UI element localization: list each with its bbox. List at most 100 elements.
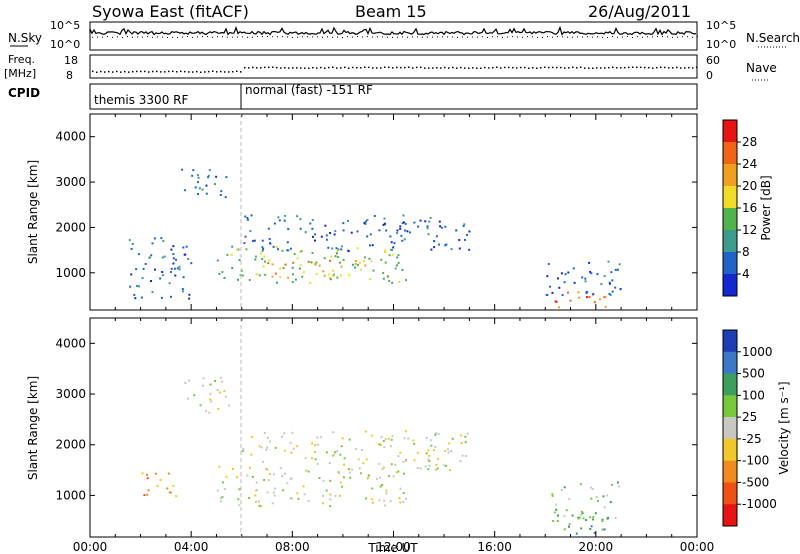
echo-cell xyxy=(464,441,467,444)
freq-dot xyxy=(280,67,282,69)
x-tick-label: 16:00 xyxy=(477,540,512,554)
colorbar-cell xyxy=(723,417,737,440)
freq-dot xyxy=(628,66,630,69)
echo-cell xyxy=(413,442,416,445)
echo-cell xyxy=(144,263,147,265)
echo-cell xyxy=(357,458,360,461)
echo-cell xyxy=(555,508,558,511)
freq-dot xyxy=(664,66,666,69)
freq-dot xyxy=(176,71,178,73)
station-title: Syowa East (fitACF) xyxy=(92,2,249,21)
echo-cell xyxy=(466,233,468,236)
echo-cell xyxy=(221,271,224,273)
nsearch-dot xyxy=(227,36,228,38)
echo-cell xyxy=(334,494,337,497)
echo-cell xyxy=(329,505,332,508)
echo-cell xyxy=(397,262,400,264)
x-tick-label: 08:00 xyxy=(275,540,310,554)
nsearch-dot xyxy=(207,36,208,38)
echo-cell xyxy=(594,512,597,515)
echo-cell xyxy=(436,467,439,470)
echo-cell xyxy=(588,261,591,264)
freq-dot xyxy=(672,67,674,69)
echo-cell xyxy=(273,494,276,497)
nsearch-dot xyxy=(307,36,308,38)
power-colorbar-ticks: 4 8 12 16 20 24 28 xyxy=(737,135,757,281)
nsearch-dot xyxy=(137,36,138,38)
echo-cell xyxy=(279,267,282,270)
echo-cell xyxy=(585,519,588,521)
echo-cell xyxy=(325,234,328,237)
echo-cell xyxy=(363,256,366,259)
freq-dot xyxy=(240,71,242,73)
freq-dot xyxy=(536,67,538,69)
echo-cell xyxy=(347,468,350,471)
x-axis-label: Time UT xyxy=(367,541,418,554)
echo-cell xyxy=(430,248,433,251)
echo-cell xyxy=(429,439,432,442)
echo-cell xyxy=(258,274,261,277)
echo-cell xyxy=(329,259,332,262)
nsearch-dot xyxy=(212,36,213,38)
echo-cell xyxy=(269,473,271,476)
echo-cell xyxy=(320,235,323,238)
echo-cell xyxy=(261,239,264,242)
echo-cell xyxy=(296,492,299,495)
nave-tick-bottom: 0 xyxy=(706,69,713,82)
freq-dot xyxy=(688,66,690,69)
echo-cell xyxy=(172,253,175,255)
echo-cell xyxy=(609,294,612,297)
echo-cell xyxy=(546,275,549,278)
echo-cell xyxy=(156,484,159,487)
echo-cell xyxy=(202,377,205,380)
freq-dot xyxy=(236,70,238,72)
echo-cell xyxy=(593,532,596,535)
freq-dot xyxy=(532,67,534,69)
nsearch-dot xyxy=(457,36,458,38)
echo-cell xyxy=(329,479,332,482)
echo-cell xyxy=(170,267,173,270)
echo-cell xyxy=(464,238,466,241)
echo-cell xyxy=(461,454,464,457)
power-x-ticks xyxy=(89,114,698,310)
echo-cell xyxy=(448,442,451,445)
echo-cell xyxy=(135,268,138,271)
noise-right-tick-bottom: 10^0 xyxy=(706,38,736,51)
echo-cell xyxy=(370,260,373,263)
freq-dot xyxy=(424,67,426,69)
freq-dot xyxy=(604,67,606,69)
colorbar-tick-label: 28 xyxy=(742,135,757,149)
echo-cell xyxy=(146,473,148,476)
echo-cell xyxy=(563,515,566,518)
freq-dot xyxy=(684,67,686,69)
echo-cell xyxy=(370,498,373,501)
freq-dot xyxy=(104,71,106,73)
nsearch-dot xyxy=(472,36,473,38)
colorbar-cell xyxy=(723,351,737,375)
nsearch-dot xyxy=(112,36,113,38)
echo-cell xyxy=(294,278,297,281)
echo-cell xyxy=(367,476,370,479)
echo-cell xyxy=(412,439,415,442)
echo-cell xyxy=(262,460,264,463)
velocity-panel: 1000 2000 3000 4000 00:00 04:00 08:00 12:00 16:… xyxy=(26,317,714,554)
echo-cell xyxy=(388,280,391,282)
echo-cell xyxy=(555,503,558,506)
echo-cell xyxy=(238,488,241,491)
freq-dot xyxy=(656,66,658,69)
colorbar-cell xyxy=(723,142,737,165)
echo-cell xyxy=(236,248,239,251)
echo-cell xyxy=(391,435,394,438)
colorbar-cell xyxy=(723,164,737,187)
power-colorbar-label: Power [dB] xyxy=(759,175,773,240)
echo-cluster xyxy=(545,260,622,297)
echo-cell xyxy=(440,226,443,229)
echo-cell xyxy=(424,220,427,223)
echo-cell xyxy=(553,511,556,514)
x-tick-label: 20:00 xyxy=(579,540,614,554)
echo-cell xyxy=(254,255,257,258)
x-tick-label: 04:00 xyxy=(174,540,209,554)
echo-cell xyxy=(335,247,338,250)
echo-cell xyxy=(404,229,407,232)
